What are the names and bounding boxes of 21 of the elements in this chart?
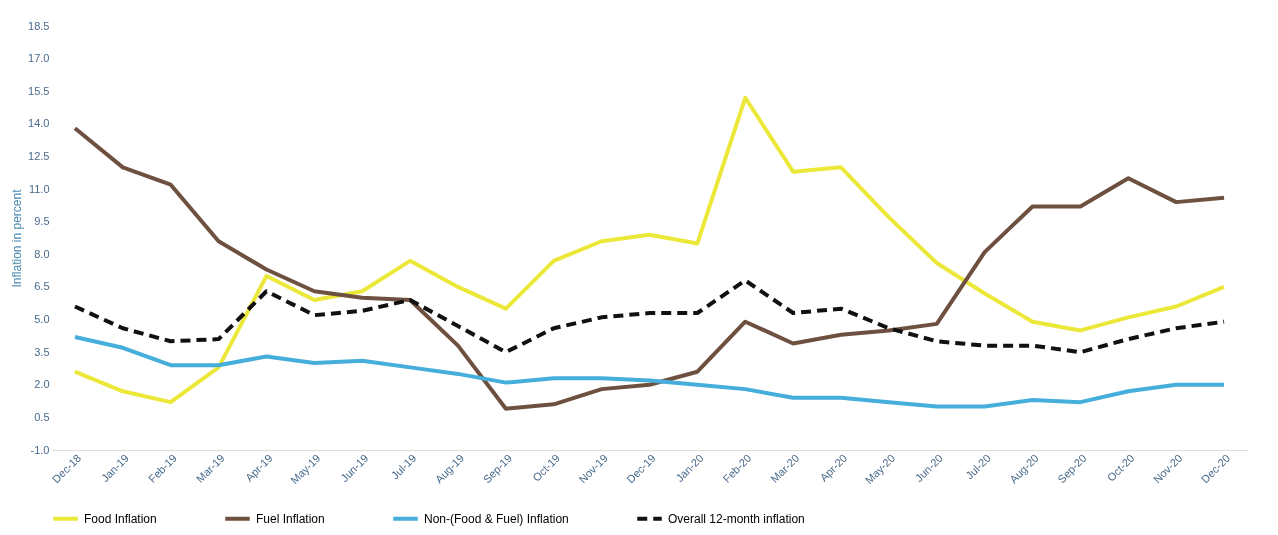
legend-label: Overall 12-month inflation bbox=[668, 511, 805, 526]
y-tick-label: 11.0 bbox=[28, 182, 50, 195]
y-tick-label: 17.0 bbox=[28, 52, 50, 65]
y-tick-label: 2.0 bbox=[34, 378, 50, 391]
y-tick-label: 18.5 bbox=[28, 19, 50, 32]
y-tick-label: -1.0 bbox=[30, 443, 50, 456]
y-tick-label: 15.5 bbox=[28, 84, 50, 97]
line-series bbox=[72, 278, 1227, 355]
line-series bbox=[72, 334, 1227, 409]
legend-label: Food Inflation bbox=[84, 511, 157, 526]
legend-label: Fuel Inflation bbox=[256, 511, 325, 526]
y-tick-label: 12.5 bbox=[28, 149, 50, 162]
y-tick-label: 9.5 bbox=[34, 215, 50, 228]
y-tick-label: 6.5 bbox=[34, 280, 50, 293]
y-axis-title: Inflation in percent bbox=[10, 188, 25, 288]
y-tick-label: 0.5 bbox=[34, 410, 50, 423]
legend-label: Non-(Food & Fuel) Inflation bbox=[424, 511, 569, 526]
y-tick-label: 5.0 bbox=[34, 313, 50, 326]
y-tick-label: 14.0 bbox=[28, 117, 50, 130]
y-tick-label: 3.5 bbox=[34, 345, 50, 358]
y-tick-label: 8.0 bbox=[34, 247, 50, 260]
